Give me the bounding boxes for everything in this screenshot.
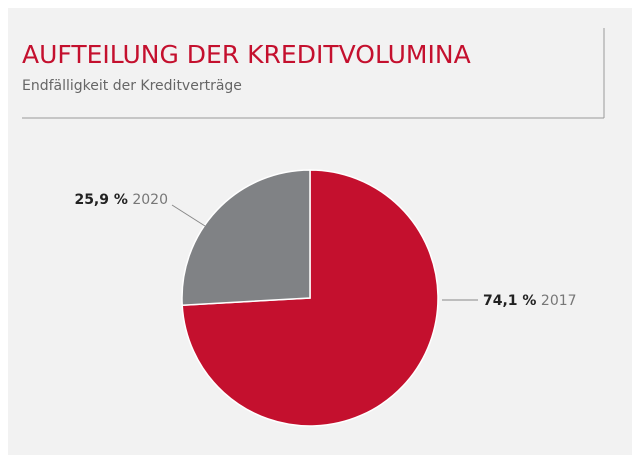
slice-label: 25,9 % 2020 <box>74 192 168 208</box>
category-label: 2020 <box>132 192 168 208</box>
leader-line <box>171 204 206 227</box>
value-label: 74,1 % <box>483 293 536 309</box>
chart-title: AUFTEILUNG DER KREDITVOLUMINA <box>22 40 471 69</box>
value-label: 25,9 % <box>74 192 127 208</box>
slice-label: 74,1 % 2017 <box>483 293 577 309</box>
pie-slice <box>181 169 311 307</box>
category-label: 2017 <box>541 293 577 309</box>
chart-subtitle: Endfälligkeit der Kreditverträge <box>22 78 242 94</box>
